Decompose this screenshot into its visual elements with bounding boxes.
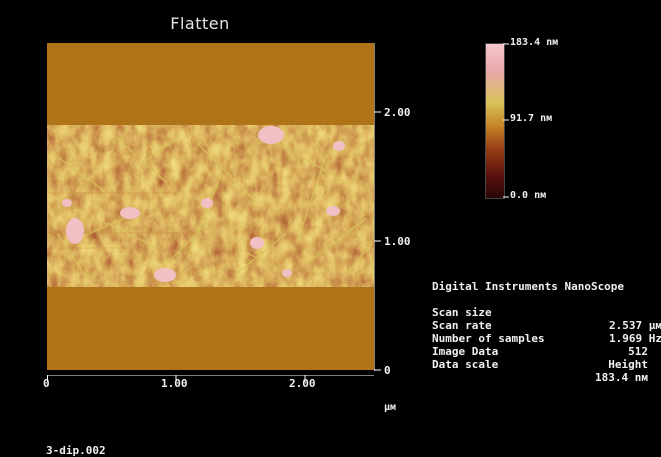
info-label: Number of samples bbox=[432, 332, 545, 345]
color-scale-ticks bbox=[503, 43, 513, 203]
info-row-image-data: Image Data Height bbox=[432, 332, 661, 371]
info-value: 2.537 µм bbox=[609, 319, 661, 332]
info-value: 183.4 nм bbox=[595, 371, 648, 384]
y-axis-lines bbox=[373, 43, 381, 371]
y-tick-1: 1.00 bbox=[384, 235, 411, 248]
info-value: 512 bbox=[628, 345, 648, 358]
x-axis-lines bbox=[47, 374, 374, 382]
x-tick-0: 0 bbox=[43, 377, 50, 390]
info-label: Data scale bbox=[432, 358, 499, 371]
info-label: Scan size bbox=[432, 306, 492, 319]
scan-region bbox=[47, 125, 374, 287]
info-row-samples: Number of samples 512 bbox=[432, 319, 661, 358]
info-row-data-scale: Data scale 183.4 nм bbox=[432, 345, 661, 384]
x-tick-1: 1.00 bbox=[161, 377, 188, 390]
x-tick-2: 2.00 bbox=[289, 377, 316, 390]
info-label: Scan rate bbox=[432, 319, 492, 332]
image-title: Flatten bbox=[170, 14, 230, 33]
particles bbox=[62, 126, 345, 282]
color-scale-mid: 91.7 nм bbox=[510, 113, 553, 124]
info-row-scan-rate: Scan rate 1.969 Hz bbox=[432, 306, 661, 345]
y-axis bbox=[373, 43, 454, 373]
info-row-scan-size: Scan size 2.537 µм bbox=[432, 293, 661, 332]
flat-band-top bbox=[47, 43, 374, 125]
color-scale-bar bbox=[485, 43, 505, 199]
info-label: Image Data bbox=[432, 345, 499, 358]
x-axis bbox=[47, 370, 377, 382]
y-tick-2: 2.00 bbox=[384, 106, 411, 119]
flat-band-bottom bbox=[47, 287, 374, 370]
afm-image-canvas bbox=[47, 43, 374, 370]
color-scale-tick-lines bbox=[503, 43, 509, 198]
x-axis-unit: µм bbox=[384, 402, 397, 413]
info-header: Digital Instruments NanoScope bbox=[432, 280, 625, 293]
filename-label: 3-dip.002 bbox=[46, 444, 106, 457]
info-value: 1.969 Hz bbox=[609, 332, 661, 345]
info-value: Height bbox=[608, 358, 648, 371]
afm-image[interactable] bbox=[47, 43, 374, 370]
y-tick-0: 0 bbox=[384, 364, 391, 377]
color-scale-min: 0.0 nм bbox=[510, 190, 547, 201]
color-scale-max: 183.4 nм bbox=[510, 37, 559, 48]
